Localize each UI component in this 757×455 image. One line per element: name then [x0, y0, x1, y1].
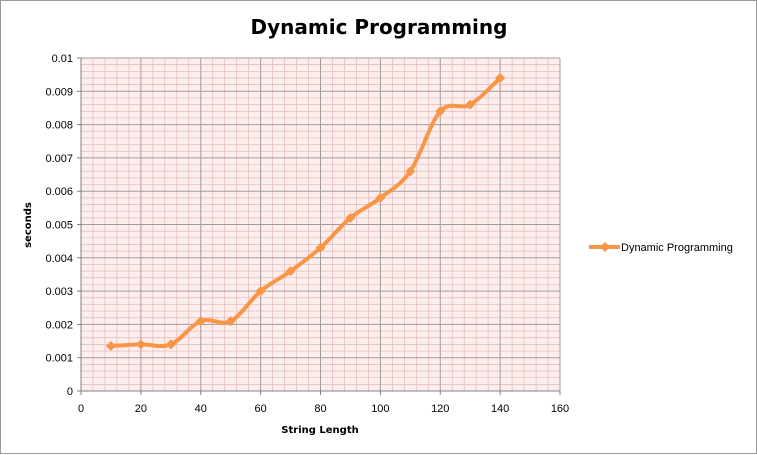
data-point-marker	[135, 339, 146, 350]
x-tick-label: 80	[314, 403, 326, 415]
data-point-marker	[105, 341, 116, 352]
data-point-marker	[285, 266, 296, 277]
y-axis-ticks: 0 0.001 0.002 0.003 0.004 0.005 0.006 0.007 0.00…	[45, 53, 81, 398]
legend-marker	[600, 242, 610, 252]
data-point-marker	[315, 242, 326, 253]
x-tick-label: 0	[78, 403, 84, 415]
data-point-marker	[435, 106, 446, 117]
y-tick-label: 0.006	[45, 186, 73, 198]
y-tick-label: 0.005	[45, 220, 73, 232]
data-point-marker	[195, 316, 206, 327]
y-tick-label: 0.008	[45, 120, 73, 132]
x-tick-label: 60	[255, 403, 267, 415]
x-axis-label: String Length	[281, 425, 358, 436]
data-point-marker	[255, 286, 266, 297]
x-tick-label: 120	[431, 403, 449, 415]
y-tick-label: 0.001	[45, 353, 73, 365]
y-tick-label: 0.002	[45, 319, 73, 331]
major-gridlines	[81, 57, 561, 391]
x-tick-label: 20	[135, 403, 147, 415]
data-point-marker	[345, 212, 356, 223]
data-point-marker	[165, 339, 176, 350]
data-point-marker	[375, 192, 386, 203]
data-point-marker	[225, 316, 236, 327]
x-tick-label: 140	[491, 403, 509, 415]
y-tick-label: 0.007	[45, 153, 73, 165]
y-tick-label: 0.004	[45, 253, 73, 265]
x-tick-label: 160	[551, 403, 569, 415]
y-tick-label: 0.01	[52, 53, 73, 65]
y-axis-label: seconds	[23, 202, 34, 248]
x-tick-label: 100	[371, 403, 389, 415]
x-axis-ticks: 0 20 40 60 80 100 120 140 160	[78, 391, 569, 415]
y-tick-label: 0.009	[45, 86, 73, 98]
legend: Dynamic Programming	[589, 242, 733, 254]
axes	[77, 58, 560, 395]
y-tick-label: 0.003	[45, 286, 73, 298]
data-point-marker	[465, 99, 476, 110]
data-point-marker	[495, 72, 506, 83]
series-layer	[105, 72, 506, 352]
x-tick-label: 40	[195, 403, 207, 415]
data-point-marker	[405, 166, 416, 177]
chart-title: Dynamic Programming	[251, 15, 508, 39]
y-tick-label: 0	[67, 386, 73, 398]
legend-entry-dynamic-programming: Dynamic Programming	[621, 242, 733, 254]
